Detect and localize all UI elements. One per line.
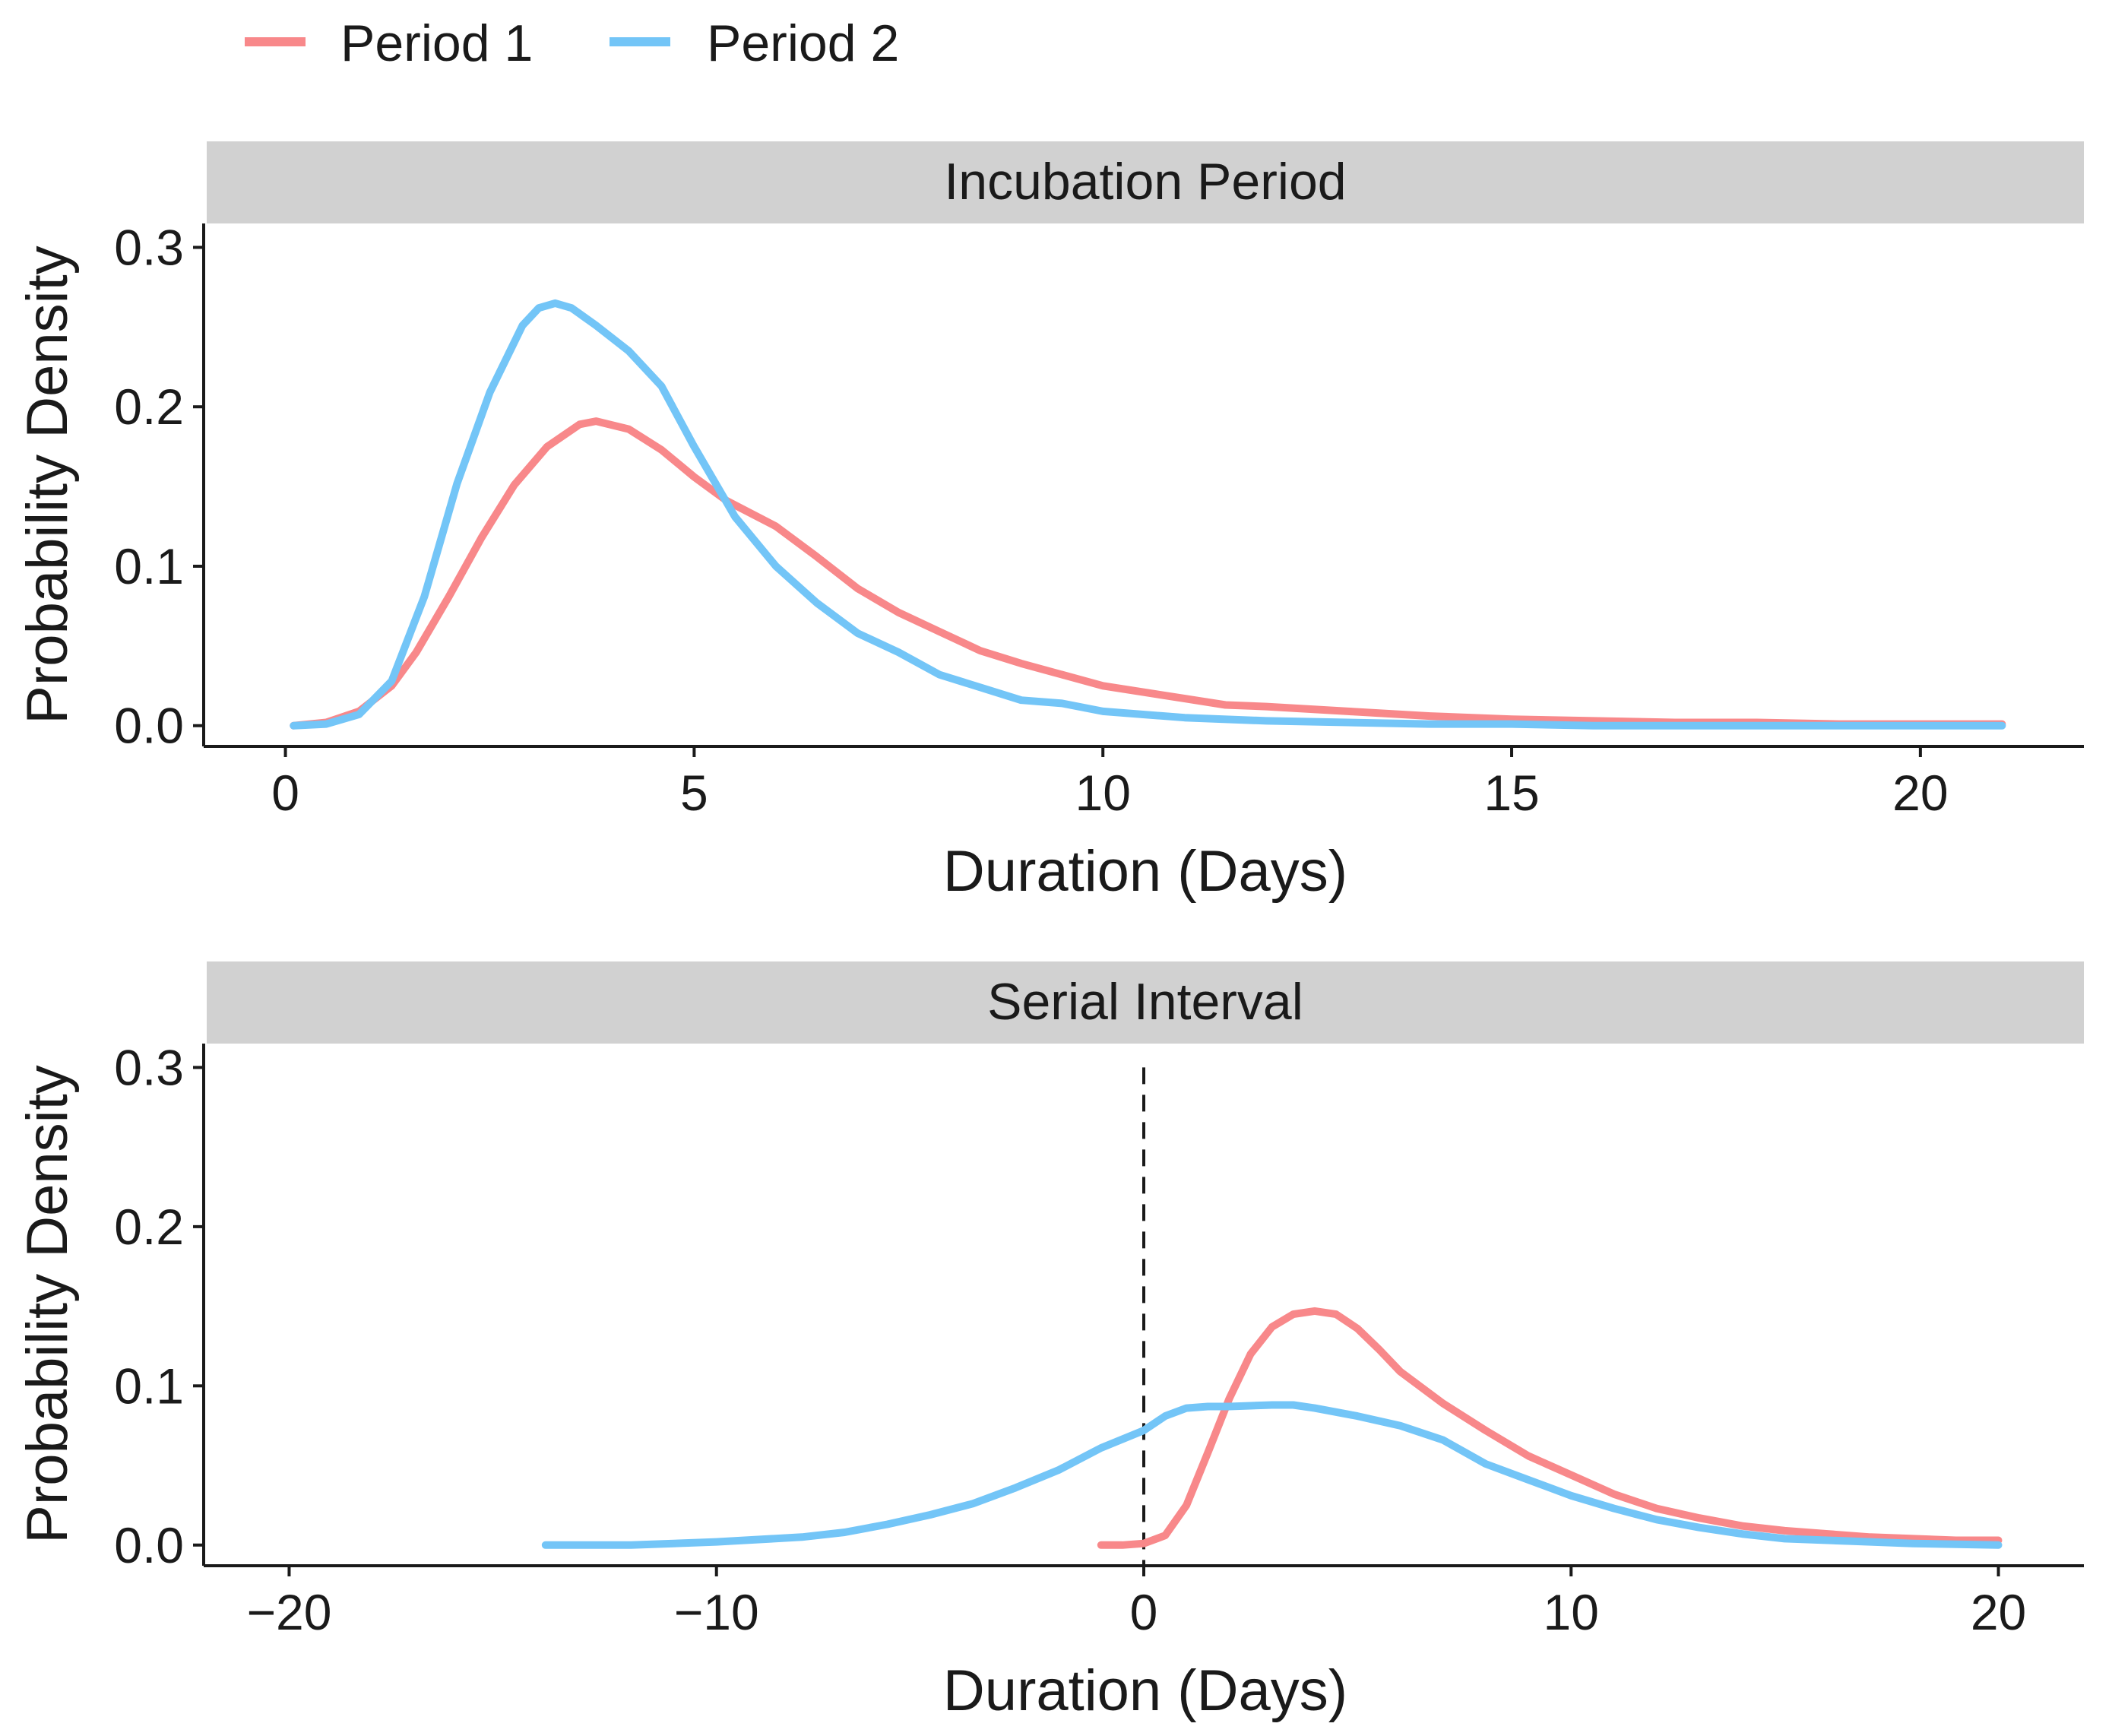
x-tick-label: 0 [1130,1584,1158,1640]
strip-background [207,961,2084,1044]
x-tick-label: −20 [246,1584,331,1640]
x-tick-label: 5 [680,765,708,821]
panel-serial-interval: Serial Interval 0.0 0.1 0.2 0.3 −20 −10 0 10 20… [15,961,2084,1723]
y-tick-label: 0.2 [114,1199,184,1255]
x-tick-label: 15 [1483,765,1539,821]
x-tick-label: 0 [271,765,299,821]
y-axis-title: Probability Density [15,246,80,724]
x-axis-title: Duration (Days) [943,839,1347,904]
panel-incubation-period: Incubation Period 0.00.10.20.3 0 5 10 15 20 … [15,141,2084,904]
y-tick-label: 0.2 [114,379,184,435]
legend: Period 1 Period 2 [245,14,899,72]
panel-title: Incubation Period [944,153,1346,211]
x-tick-label: 20 [1971,1584,2026,1640]
panel-title: Serial Interval [987,973,1303,1031]
x-tick-label: 10 [1075,765,1131,821]
y-tick-label: 0.3 [114,219,184,275]
series-line-period-2 [290,299,2006,730]
y-tick-label: 0.0 [114,698,184,754]
series-line-period-1 [290,417,2006,730]
series-line-period-1 [1097,1307,2003,1549]
x-tick-label: 10 [1544,1584,1599,1640]
x-tick-label: −10 [674,1584,759,1640]
strip-background [207,141,2084,223]
x-axis-title: Duration (Days) [943,1658,1347,1723]
y-axis-title: Probability Density [15,1065,80,1543]
y-tick-label: 0.1 [114,538,184,594]
y-tick-label: 0.0 [114,1517,184,1573]
legend-label-period-2: Period 2 [707,14,899,72]
x-tick-label: 20 [1892,765,1948,821]
y-tick-label: 0.1 [114,1357,184,1414]
series-line-period-2 [541,1401,2003,1549]
legend-label-period-1: Period 1 [340,14,533,72]
y-tick-label: 0.3 [114,1039,184,1095]
